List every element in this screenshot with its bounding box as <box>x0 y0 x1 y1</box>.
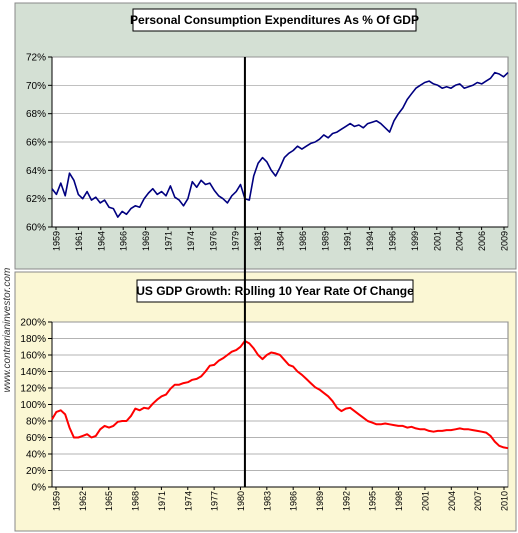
top-x-tick-label: 2004 <box>455 231 465 251</box>
bottom-y-tick-label: 80% <box>26 417 46 428</box>
bottom-y-tick-label: 200% <box>20 318 46 329</box>
bottom-y-tick-label: 140% <box>20 367 46 378</box>
top-chart-title: Personal Consumption Expenditures As % O… <box>130 13 419 27</box>
top-x-tick-label: 1994 <box>365 231 375 251</box>
bottom-title-box <box>136 279 414 303</box>
bottom-x-tick-label: 1962 <box>78 491 88 511</box>
bottom-x-tick-label: 2010 <box>500 491 510 511</box>
bottom-x-tick-label: 2004 <box>447 491 457 511</box>
top-y-tick-label: 60% <box>26 223 46 234</box>
bottom-x-tick-label: 2007 <box>473 491 483 511</box>
top-x-tick-label: 1999 <box>410 231 420 251</box>
bottom-x-tick-label: 1989 <box>315 491 325 511</box>
bottom-y-tick-label: 120% <box>20 384 46 395</box>
top-x-tick-label: 1996 <box>388 231 398 251</box>
bottom-y-tick-label: 20% <box>26 466 46 477</box>
top-x-tick-label: 1971 <box>164 231 174 251</box>
top-y-tick-label: 68% <box>26 109 46 120</box>
top-x-tick-label: 2001 <box>432 231 442 251</box>
bottom-chart-title: US GDP Growth: Rolling 10 Year Rate Of C… <box>136 284 414 298</box>
bottom-series-line <box>51 340 509 450</box>
top-x-tick-label: 1976 <box>208 231 218 251</box>
top-title-box <box>132 8 417 32</box>
bottom-x-tick-label: 1971 <box>157 491 167 511</box>
bottom-x-tick-label: 1959 <box>52 491 62 511</box>
bottom-y-tick-label: 160% <box>20 351 46 362</box>
top-series-line <box>51 71 509 218</box>
top-x-tick-label: 1964 <box>96 231 106 251</box>
bottom-x-tick-label: 1986 <box>289 491 299 511</box>
top-x-tick-label: 1991 <box>343 231 353 251</box>
bottom-y-tick-label: 100% <box>20 400 46 411</box>
top-y-tick-label: 70% <box>26 81 46 92</box>
bottom-y-tick-label: 180% <box>20 334 46 345</box>
top-y-tick-label: 72% <box>26 53 46 64</box>
top-x-tick-label: 1981 <box>253 231 263 251</box>
top-x-tick-label: 2009 <box>500 231 510 251</box>
top-x-tick-label: 1984 <box>276 231 286 251</box>
bottom-y-tick-label: 0% <box>32 483 47 494</box>
bottom-y-tick-label: 40% <box>26 450 46 461</box>
top-x-tick-label: 1974 <box>186 231 196 251</box>
bottom-x-tick-label: 1998 <box>394 491 404 511</box>
bottom-x-tick-label: 1983 <box>262 491 272 511</box>
bottom-x-tick-label: 1968 <box>131 491 141 511</box>
top-plot-area: 60% 62% 64% 66% 68% 70% 72% 1959 1961 1964 1966 196… <box>26 53 510 252</box>
top-x-tick-label: 1986 <box>298 231 308 251</box>
top-y-tick-label: 66% <box>26 138 46 149</box>
top-x-tick-label: 1969 <box>141 231 151 251</box>
bottom-x-tick-label: 1965 <box>104 491 114 511</box>
bottom-x-tick-label: 1974 <box>183 491 193 511</box>
top-y-tick-label: 62% <box>26 194 46 205</box>
bottom-x-tick-label: 1995 <box>368 491 378 511</box>
bottom-x-tick-label: 1992 <box>341 491 351 511</box>
top-x-tick-label: 1979 <box>231 231 241 251</box>
bottom-y-tick-label: 60% <box>26 433 46 444</box>
bottom-x-tick-label: 1977 <box>210 491 220 511</box>
watermark-text: www.contrarianinvestor.com <box>2 268 13 393</box>
top-x-tick-label: 2006 <box>477 231 487 251</box>
top-x-tick-label: 1966 <box>119 231 129 251</box>
top-x-tick-label: 1989 <box>320 231 330 251</box>
top-x-tick-label: 1961 <box>74 231 84 251</box>
bottom-plot-area: 0% 20% 40% 60% 80% 100% 120% 140% 160% 180% 200% 19… <box>20 318 509 512</box>
top-x-tick-label: 1959 <box>52 231 62 251</box>
bottom-x-tick-label: 2001 <box>420 491 430 511</box>
top-y-tick-label: 64% <box>26 166 46 177</box>
bottom-x-tick-label: 1980 <box>236 491 246 511</box>
